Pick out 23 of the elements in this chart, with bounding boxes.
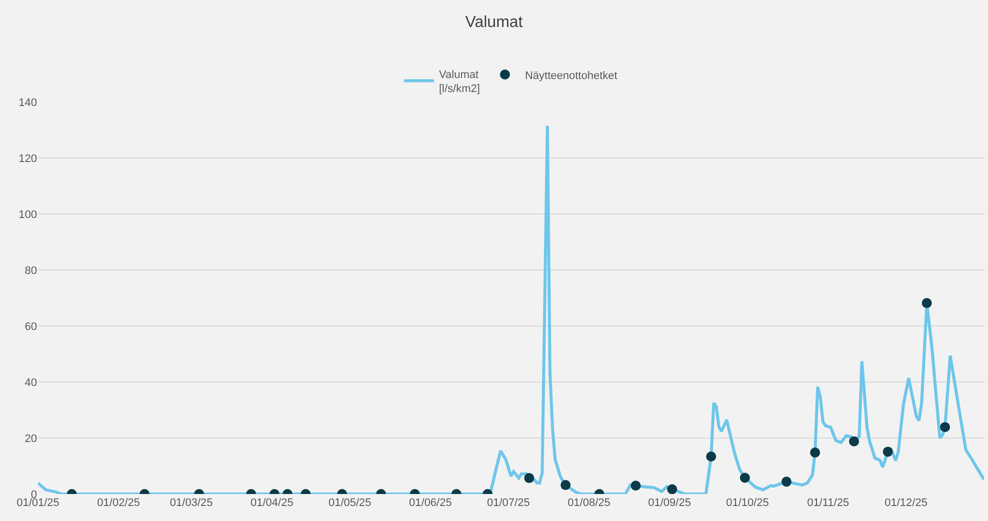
y-tick-label: 100 [18, 208, 37, 221]
y-tick-label: 40 [24, 376, 37, 389]
x-tick-label: 01/05/25 [328, 497, 372, 509]
x-tick-label: 01/09/25 [648, 497, 691, 509]
y-tick-label: 140 [18, 96, 37, 109]
chart-title: Valumat [465, 14, 524, 31]
x-tick-label: 01/06/25 [409, 497, 452, 509]
x-tick-label: 01/01/25 [16, 497, 60, 509]
x-tick-label: 01/08/25 [568, 497, 610, 509]
x-tick-label: 01/11/25 [807, 497, 850, 509]
x-tick-label: 01/03/25 [170, 497, 213, 509]
x-tick-label: 01/10/25 [726, 497, 769, 509]
x-tick-label: 01/07/25 [486, 497, 530, 509]
x-tick-label: 01/12/25 [884, 497, 928, 509]
legend-label: Valumat [l/s/km2] [439, 68, 480, 96]
y-tick-label: 20 [24, 432, 37, 445]
y-tick-label: 60 [24, 320, 37, 333]
y-tick-label: 80 [24, 264, 37, 277]
x-tick-label: 01/02/25 [97, 497, 140, 509]
x-tick-label: 01/04/25 [250, 497, 294, 509]
y-tick-label: 120 [18, 152, 37, 165]
line-series [38, 124, 984, 494]
legend-label: Näytteenottohetket [524, 70, 618, 82]
